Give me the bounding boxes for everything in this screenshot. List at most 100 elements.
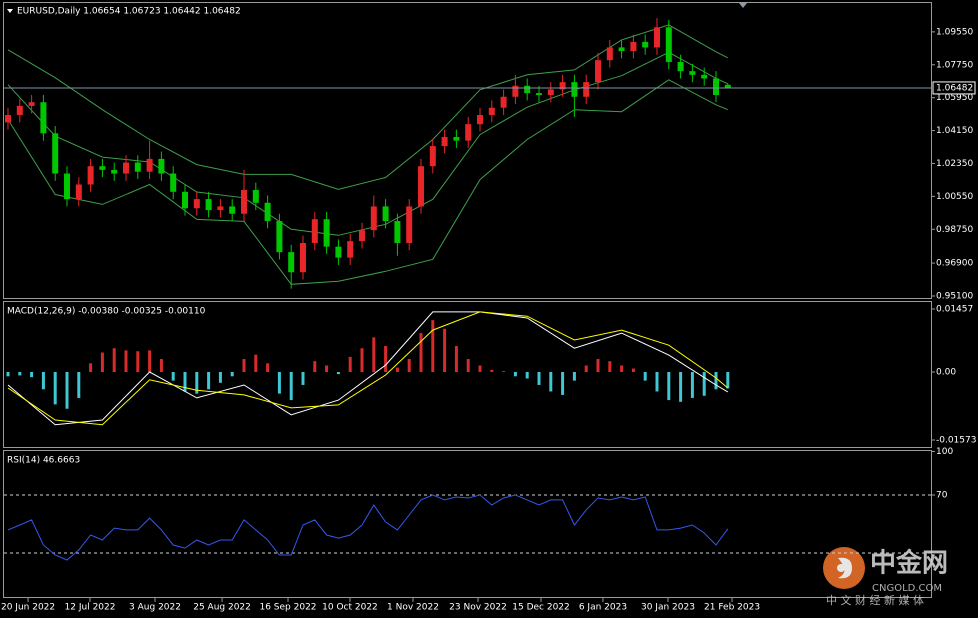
macd-bar: [242, 359, 246, 372]
macd-bar: [702, 371, 706, 396]
macd-bar: [726, 371, 730, 389]
y-tick-label: 1.07750: [936, 60, 973, 70]
candle-body: [288, 252, 295, 273]
candle-body: [595, 60, 601, 83]
y-tick-label: 70: [936, 491, 948, 501]
macd-bar: [549, 371, 553, 392]
price-title: EURUSD,Daily 1.06654 1.06723 1.06442 1.0…: [17, 7, 241, 17]
y-tick-label: 0.95100: [936, 291, 973, 301]
macd-bar: [313, 361, 317, 372]
price-label-box: [932, 81, 976, 95]
macd-bar: [466, 359, 470, 372]
candle-body: [123, 162, 129, 174]
candle-body: [418, 166, 424, 207]
candle-body: [311, 219, 318, 243]
watermark-slogan: 中 文 财 经 新 媒 体: [826, 593, 924, 607]
candle-body: [323, 219, 330, 247]
macd-bar: [714, 371, 718, 390]
candle-body: [276, 221, 283, 253]
candle-body: [52, 133, 59, 174]
logo-dot: [837, 564, 845, 572]
macd-panel: [3, 301, 932, 448]
macd-bar: [608, 361, 612, 372]
bollinger-upper: [7, 24, 729, 190]
candle-body: [75, 184, 82, 200]
macd-bar: [384, 346, 388, 372]
candle-body: [205, 199, 212, 211]
candle-body: [229, 206, 236, 214]
candle-body: [724, 84, 731, 88]
candle-body: [111, 169, 118, 174]
candle-body: [382, 206, 389, 222]
macd-line: [7, 311, 729, 426]
macd-bar: [395, 367, 399, 372]
candle-body: [689, 71, 696, 75]
macd-bar: [360, 348, 364, 372]
candle-body: [441, 136, 448, 147]
candle-body: [536, 93, 542, 95]
candle-body: [146, 158, 153, 172]
macd-bar: [183, 371, 187, 392]
candle-body: [488, 107, 495, 116]
macd-bar: [277, 371, 281, 394]
candle-body: [547, 89, 554, 95]
macd-title: MACD(12,26,9) -0.00380 -0.00325 -0.00110: [7, 307, 206, 317]
candle-body: [370, 206, 377, 231]
candle-body: [571, 82, 578, 97]
watermark-brand: 中金网: [870, 548, 948, 579]
macd-bar: [572, 371, 576, 381]
x-tick-label: 25 Aug 2022: [193, 603, 251, 613]
macd-bar: [419, 333, 423, 372]
candle-body: [618, 47, 625, 52]
candle-body: [677, 62, 684, 72]
macd-bar: [443, 328, 447, 372]
candle-body: [16, 105, 23, 116]
candle-body: [524, 85, 531, 94]
macd-bar: [41, 371, 45, 390]
candle-body: [477, 115, 483, 125]
candle-body: [713, 78, 719, 95]
macd-bar: [478, 365, 482, 372]
macd-bar: [289, 371, 293, 401]
candle-body: [512, 85, 519, 97]
candle-body: [701, 74, 708, 79]
macd-bar: [195, 371, 199, 394]
macd-bar: [266, 363, 270, 372]
candle-body: [40, 102, 47, 134]
rsi-title: RSI(14) 46.6663: [7, 456, 80, 466]
x-tick-label: 23 Nov 2022: [449, 603, 507, 613]
x-tick-label: 15 Dec 2022: [512, 603, 570, 613]
macd-bar: [537, 371, 541, 385]
macd-bar: [124, 350, 128, 372]
macd-bar: [667, 371, 671, 401]
x-tick-label: 10 Oct 2022: [322, 603, 378, 613]
y-tick-label: 0.00: [936, 367, 956, 377]
macd-bar: [325, 365, 329, 372]
macd-bar: [655, 371, 659, 392]
y-tick-label: 100: [936, 447, 953, 457]
candle-body: [347, 241, 354, 258]
y-tick-label: 1.05950: [936, 93, 973, 103]
candle-body: [406, 206, 413, 243]
macd-bar: [6, 371, 10, 377]
y-tick-label: 0.98750: [936, 225, 973, 235]
candle-body: [335, 246, 342, 258]
macd-bar: [643, 371, 647, 381]
shift-marker: [739, 3, 747, 8]
x-tick-label: 3 Aug 2022: [129, 603, 181, 613]
candle-body: [465, 124, 472, 141]
menu-arrow[interactable]: [7, 9, 13, 13]
macd-bar: [89, 363, 93, 372]
candle-body: [64, 173, 70, 200]
candle-body: [170, 173, 177, 192]
macd-bar: [561, 371, 565, 395]
macd-bar: [407, 359, 411, 372]
macd-bar: [112, 348, 116, 372]
macd-bar: [513, 371, 517, 377]
candle-body: [665, 27, 672, 63]
candle-body: [500, 96, 507, 108]
macd-bar: [690, 371, 694, 398]
candle-body: [394, 221, 401, 243]
macd-bar: [490, 369, 494, 372]
